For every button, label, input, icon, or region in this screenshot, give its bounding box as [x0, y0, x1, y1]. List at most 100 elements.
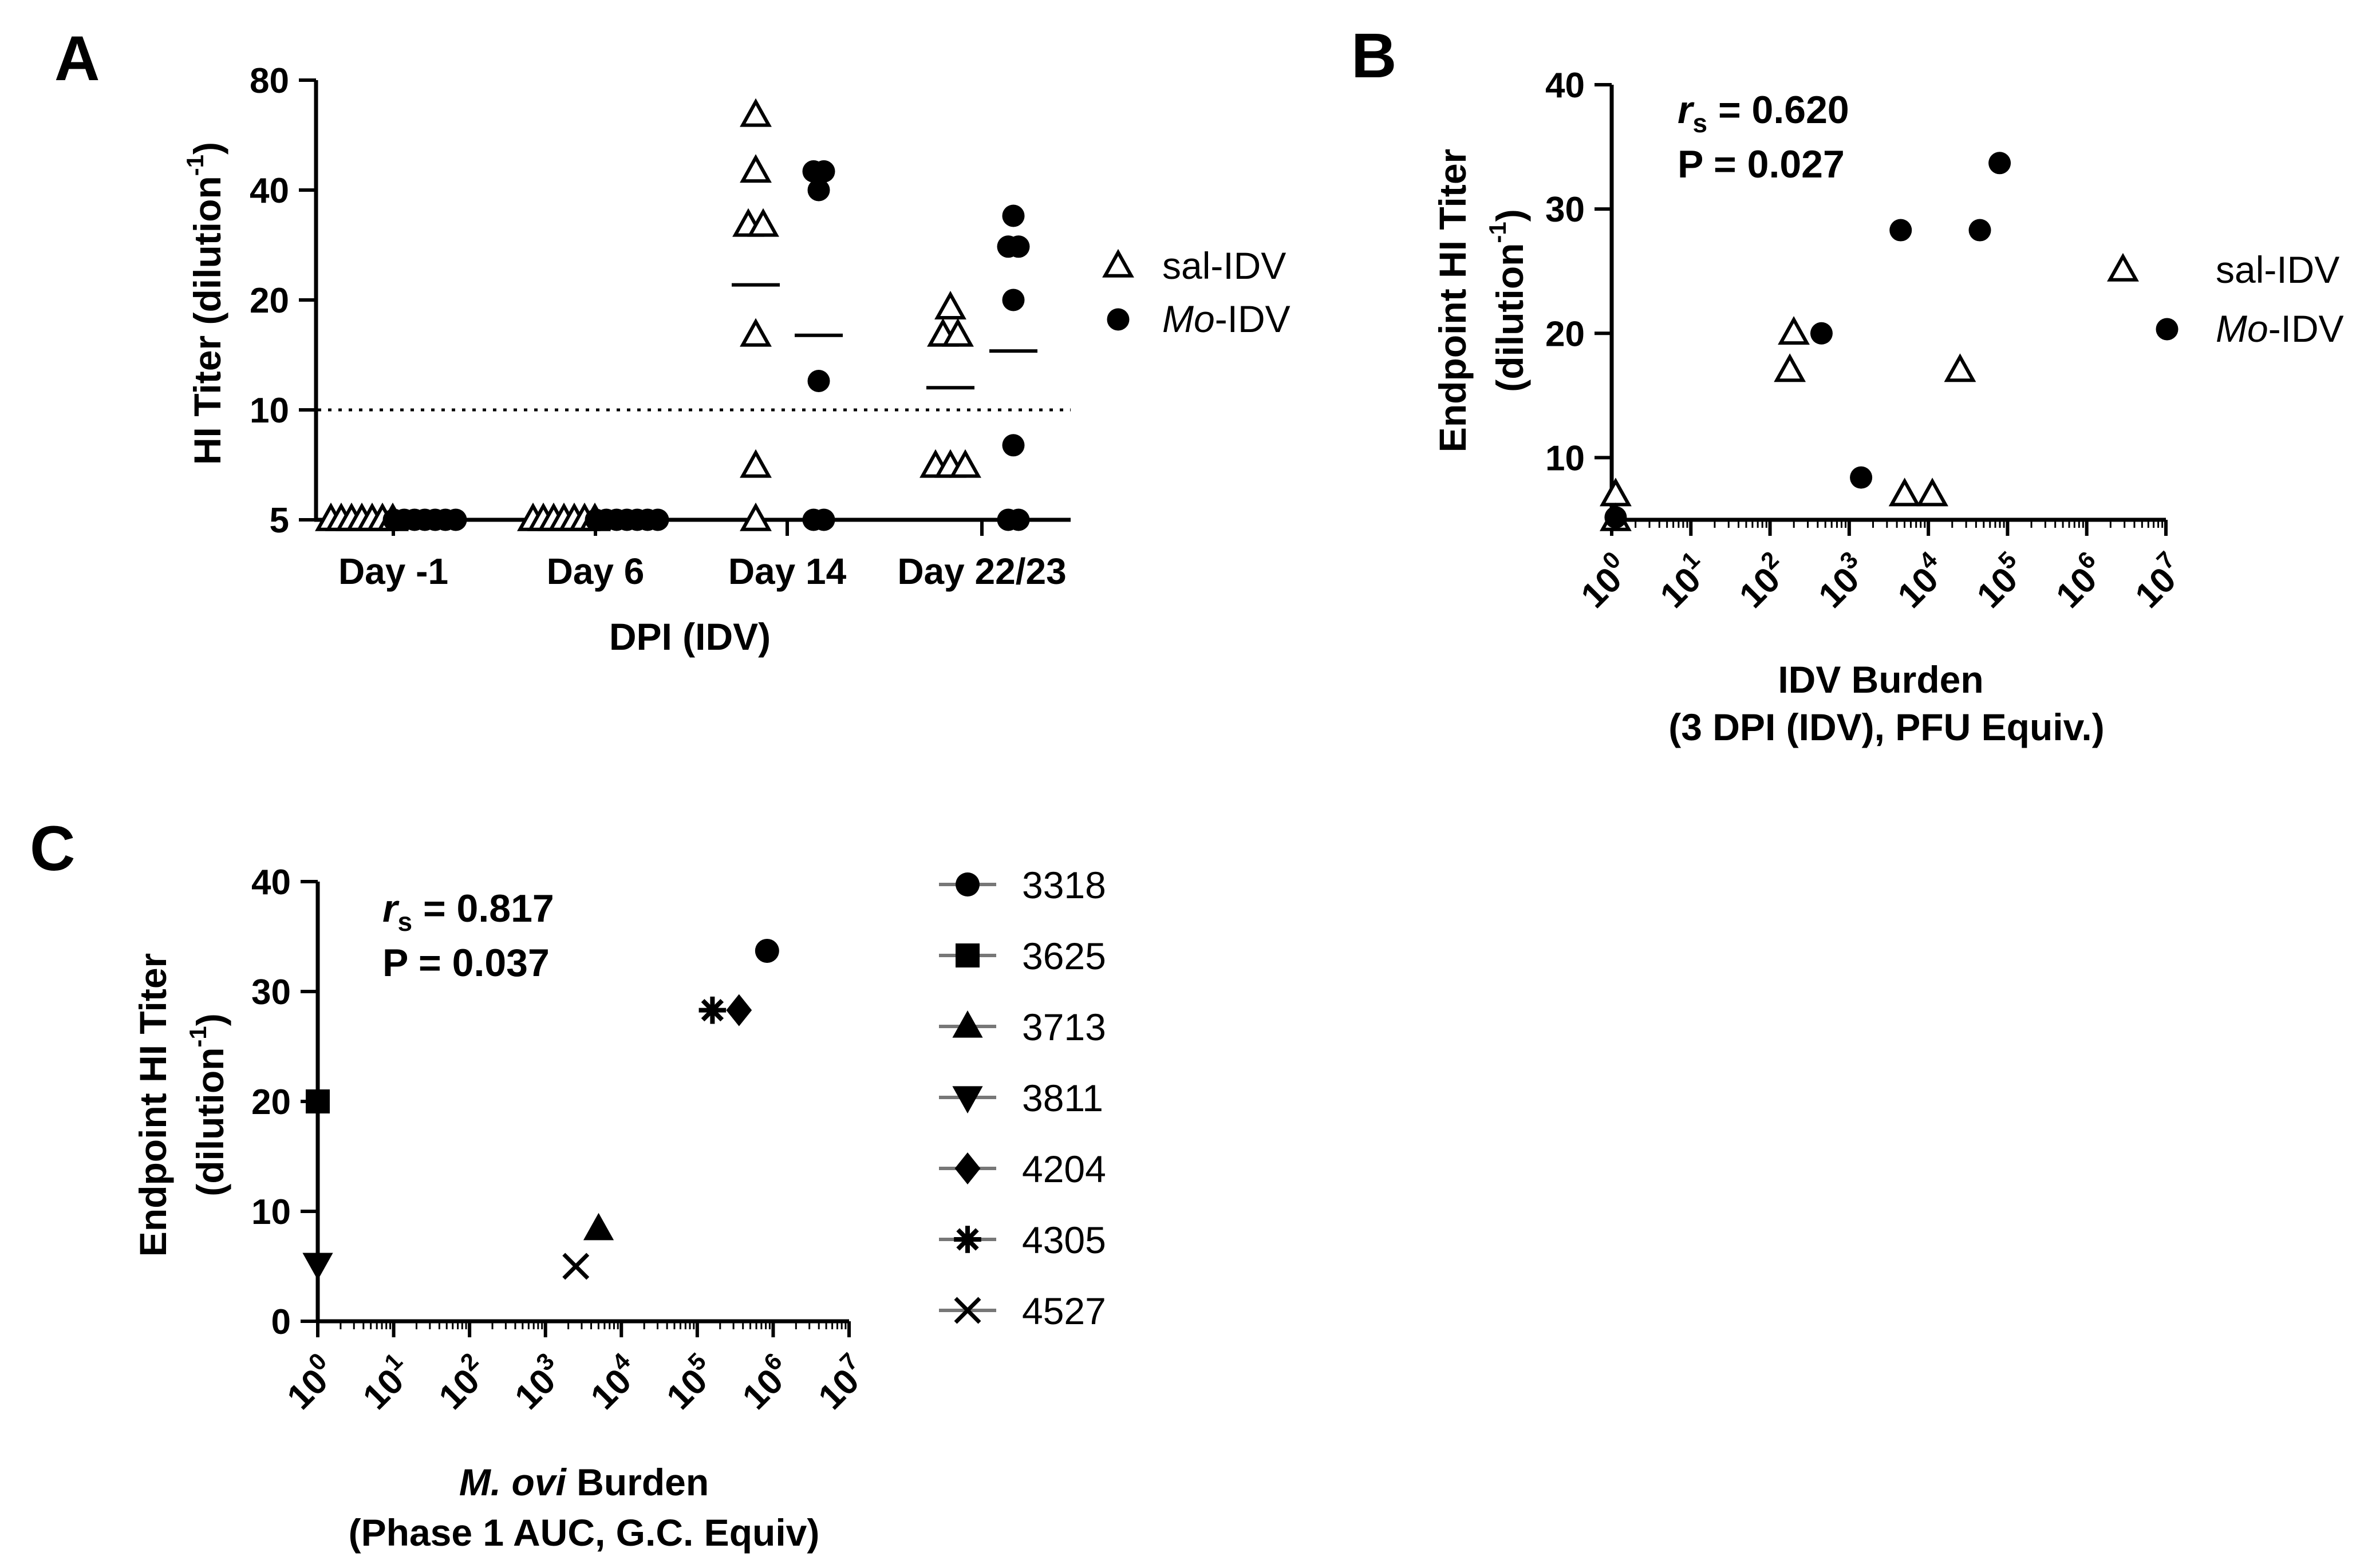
panel-c-y-label-line1: Endpoint HI Titer: [132, 953, 174, 1257]
panel-a-category-label: Day 6: [547, 551, 645, 592]
panel-a-point-sal-idv: [740, 318, 772, 347]
panel-a-categories: Day -1 Day 6 Day 14 Day 22/23: [338, 520, 1067, 592]
panel-a-y-tick-label: 40: [250, 171, 289, 211]
panel-c-y-tick-label: 0: [271, 1302, 291, 1342]
panel-b-x-label-line1: IDV Burden: [1778, 658, 1983, 701]
panel-c-point-4305: [698, 996, 727, 1024]
panel-b-x-tick-label: 103: [1807, 546, 1877, 616]
panel-b-point-mo-idv: [1810, 322, 1833, 345]
panel-b-p-value: P = 0.027: [1678, 143, 1845, 186]
panel-c-y-label-line2: (dilution-1): [184, 1013, 231, 1196]
panel-a-point-mo-idv: [646, 508, 669, 531]
panel-a-point-mo-idv: [812, 508, 835, 531]
panel-c-legend-label-3625: 3625: [1022, 935, 1106, 977]
panel-a-y-label: HI Titer (dilution-1): [181, 142, 228, 465]
panel-c-legend-label-3713: 3713: [1022, 1006, 1106, 1048]
panel-a-legend-label-sal-idv: sal-IDV: [1162, 244, 1286, 287]
panel-a-y-ticks: 5 10 20 40 80: [250, 61, 316, 540]
panel-a-y-tick-label: 80: [250, 61, 289, 101]
panel-a-point-mo-idv: [1007, 508, 1030, 531]
panel-c-y-tick-label: 20: [251, 1083, 291, 1122]
panel-b-letter: B: [1351, 21, 1396, 91]
panel-a-x-label: DPI (IDV): [609, 615, 771, 658]
panel-c-x-label-line2: (Phase 1 AUC, G.C. Equiv): [349, 1511, 820, 1554]
asterisk-stroke: [956, 1228, 979, 1251]
panel-c-point-3713: [583, 1212, 614, 1241]
panel-b-y-ticks: 10 20 30 40: [1545, 66, 1612, 478]
panel-b-point-sal-idv: [1774, 353, 1806, 382]
panel-c-y-tick-label: 40: [251, 863, 291, 902]
panel-c-legend-label-4305: 4305: [1022, 1219, 1106, 1261]
panel-c-spearman-r: rs = 0.817: [382, 887, 554, 937]
panel-c-x-tick-label: 106: [731, 1348, 800, 1417]
panel-a: A 5 10 20 40 80 Day -1 Day 6 Day 14 Day 22/23 H…: [54, 23, 1290, 658]
panel-c-legend: 3318 3625 3713 3811 4204 4305 4527: [939, 864, 1106, 1332]
panel-c-points: [302, 938, 779, 1281]
panel-b-y-label-line2: (dilution-1): [1484, 209, 1531, 392]
panel-b-legend-label-sal-idv: sal-IDV: [2216, 248, 2339, 291]
asterisk-stroke: [701, 998, 724, 1022]
panel-c-x-tick-label: 103: [503, 1348, 573, 1417]
panel-a-legend-label-mo-idv: Mo-IDV: [1162, 298, 1290, 340]
panel-b-point-sal-idv: [1778, 316, 1810, 345]
panel-c-legend-marker-4527: [954, 1297, 981, 1324]
panel-b-legend: sal-IDV Mo-IDV: [2107, 248, 2344, 350]
panel-b-x-tick-label: 105: [1965, 546, 2035, 616]
panel-b-point-mo-idv: [1604, 506, 1627, 529]
panel-b-x-tick-label: 102: [1727, 546, 1797, 616]
panel-c-x-tick-label: 100: [275, 1348, 345, 1417]
panel-b: B 10 20 30 40 100 101 102 103 104 105 106 107 Endp…: [1351, 21, 2344, 748]
panel-c-legend-label-3811: 3811: [1022, 1077, 1103, 1119]
panel-a-category-label: Day 22/23: [897, 551, 1066, 592]
panel-b-y-tick-label: 20: [1545, 314, 1585, 354]
panel-c-y-tick-label: 10: [251, 1192, 291, 1232]
panel-c-legend-marker-3713: [952, 1010, 983, 1038]
panel-b-point-mo-idv: [1988, 152, 2011, 175]
panel-b-spearman-r: rs = 0.620: [1678, 88, 1849, 138]
panel-b-point-sal-idv: [1916, 477, 1948, 507]
panel-a-point-mo-idv: [1002, 434, 1025, 457]
x-stroke: [562, 1253, 590, 1280]
panel-b-x-ticks: 100 101 102 103 104 105 106 107: [1569, 520, 2184, 616]
panel-a-point-mo-idv: [807, 179, 830, 202]
panel-a-point-mo-idv: [807, 369, 830, 392]
panel-b-legend-label-mo-idv: Mo-IDV: [2216, 307, 2344, 350]
panel-c-legend-marker-3811: [952, 1086, 983, 1113]
panel-b-point-sal-idv: [1944, 353, 1976, 382]
panel-a-point-sal-idv: [740, 502, 772, 531]
panel-c-y-ticks: 0 10 20 30 40: [251, 863, 318, 1342]
panel-c-legend-label-4527: 4527: [1022, 1290, 1106, 1332]
panel-a-y-tick-label: 20: [250, 281, 289, 321]
panel-a-category-label: Day -1: [338, 551, 448, 592]
panel-c-x-ticks: 100 101 102 103 104 105 106 107: [275, 1321, 867, 1417]
panel-a-point-mo-idv: [1002, 204, 1025, 227]
panel-c-legend-label-4204: 4204: [1022, 1148, 1106, 1190]
panel-a-point-sal-idv: [740, 449, 772, 478]
panel-b-points: [1600, 152, 2011, 531]
x-stroke: [954, 1297, 981, 1324]
panel-b-point-mo-idv: [1968, 219, 1991, 242]
panel-a-y-tick-label: 5: [270, 501, 289, 540]
panel-a-point-mo-idv: [1007, 235, 1030, 258]
panel-b-y-tick-label: 10: [1545, 439, 1585, 478]
panel-c-legend-label-3318: 3318: [1022, 864, 1106, 906]
panel-a-point-mo-idv: [812, 160, 835, 183]
panel-a-point-sal-idv: [740, 98, 772, 127]
panel-a-legend-marker-sal-idv: [1102, 248, 1134, 278]
panel-c-point-4527: [562, 1253, 590, 1280]
panel-b-x-tick-label: 104: [1886, 546, 1956, 615]
panel-c-point-3625: [306, 1089, 330, 1113]
panel-a-letter: A: [54, 23, 100, 94]
panel-b-x-tick-label: 101: [1648, 546, 1718, 616]
panel-b-x-tick-label: 100: [1569, 546, 1639, 616]
panel-b-legend-marker-mo-idv: [2156, 318, 2178, 341]
panel-a-legend-marker-mo-idv: [1107, 308, 1130, 331]
panel-b-y-tick-label: 30: [1545, 190, 1585, 230]
panel-a-point-sal-idv: [747, 208, 779, 237]
panel-c-p-value: P = 0.037: [382, 941, 550, 985]
panel-a-point-mo-idv: [444, 508, 467, 531]
panel-b-x-label-line2: (3 DPI (IDV), PFU Equiv.): [1668, 706, 2104, 748]
panel-c-legend-marker-3318: [956, 872, 980, 896]
panel-b-x-tick-label: 106: [2044, 546, 2114, 616]
